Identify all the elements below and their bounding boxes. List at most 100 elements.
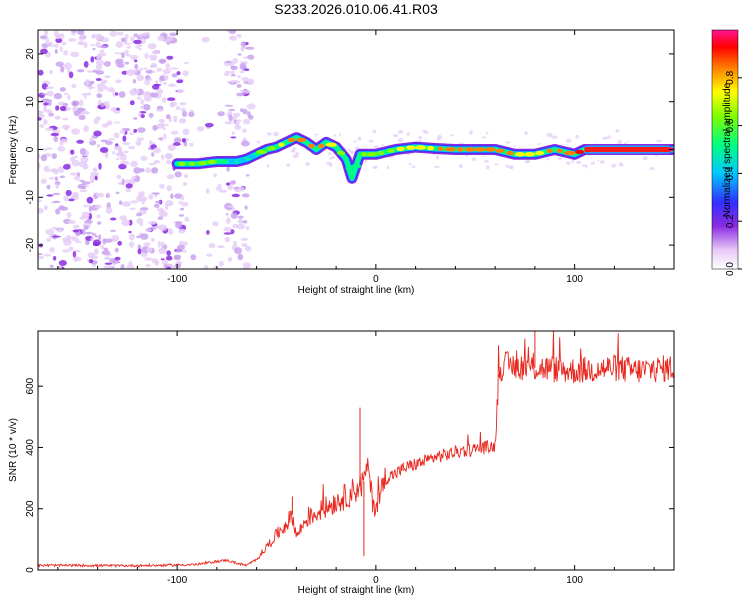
noise-speckle xyxy=(144,257,153,261)
noise-speckle xyxy=(114,121,121,124)
noise-speckle xyxy=(59,46,63,53)
noise-speckle xyxy=(157,241,161,248)
noise-speckle xyxy=(45,109,53,114)
noise-speckle xyxy=(237,215,244,219)
noise-speckle xyxy=(78,37,86,41)
noise-speckle xyxy=(55,105,60,111)
noise-speckle xyxy=(157,137,163,140)
noise-speckle xyxy=(354,140,357,144)
noise-speckle xyxy=(170,193,174,199)
noise-speckle xyxy=(140,155,148,161)
noise-speckle xyxy=(411,165,416,169)
snr-plot-area xyxy=(38,331,674,569)
ridge-hotspot xyxy=(444,147,456,152)
noise-speckle xyxy=(347,148,352,152)
noise-speckle xyxy=(196,126,205,132)
noise-speckle xyxy=(48,100,52,106)
noise-speckle xyxy=(576,160,582,165)
noise-speckle xyxy=(109,229,117,232)
noise-speckle xyxy=(57,166,65,174)
noise-speckle xyxy=(228,62,235,66)
noise-speckle xyxy=(104,104,108,107)
noise-speckle xyxy=(38,253,44,256)
noise-speckle xyxy=(143,242,151,247)
noise-speckle xyxy=(242,220,248,224)
noise-speckle xyxy=(47,90,54,97)
noise-speckle xyxy=(237,53,242,56)
noise-speckle xyxy=(159,59,165,64)
noise-speckle xyxy=(482,136,487,139)
x-tick-label: 100 xyxy=(566,575,583,586)
noise-speckle xyxy=(104,75,111,79)
noise-speckle xyxy=(217,111,225,117)
figure-title: S233.2026.010.06.41.R03 xyxy=(274,1,438,17)
noise-speckle xyxy=(77,107,86,112)
noise-speckle xyxy=(99,49,105,53)
noise-speckle xyxy=(231,193,240,198)
noise-speckle xyxy=(87,252,96,258)
noise-speckle xyxy=(170,67,178,70)
noise-speckle xyxy=(129,88,137,96)
noise-speckle xyxy=(354,146,360,150)
noise-speckle xyxy=(101,250,111,255)
noise-speckle xyxy=(471,157,477,162)
noise-speckle xyxy=(233,240,237,246)
noise-speckle xyxy=(223,232,232,235)
noise-speckle xyxy=(178,201,183,205)
noise-speckle xyxy=(57,228,64,233)
noise-speckle xyxy=(116,174,122,180)
noise-speckle xyxy=(245,174,250,177)
noise-speckle xyxy=(129,100,135,106)
noise-speckle xyxy=(111,235,120,242)
x-tick-label: 0 xyxy=(373,274,379,285)
colorbar-gradient xyxy=(711,29,739,270)
noise-speckle xyxy=(76,139,84,144)
noise-speckle xyxy=(231,79,235,84)
noise-speckle xyxy=(45,127,54,131)
noise-speckle xyxy=(115,152,125,157)
ridge-hotspot xyxy=(546,148,553,153)
noise-speckle xyxy=(148,112,154,118)
noise-speckle xyxy=(38,69,44,76)
ridge-hotspot xyxy=(337,150,346,156)
noise-speckle xyxy=(245,226,250,231)
noise-speckle xyxy=(616,139,623,142)
ridge-hotspot xyxy=(178,161,187,166)
noise-speckle xyxy=(157,35,165,41)
noise-speckle xyxy=(165,160,172,165)
noise-speckle xyxy=(147,43,157,50)
noise-speckle xyxy=(100,102,105,108)
noise-speckle xyxy=(105,207,113,214)
noise-speckle xyxy=(76,30,85,35)
noise-speckle xyxy=(49,69,53,75)
noise-speckle xyxy=(333,133,337,137)
ridge-hotspot xyxy=(427,146,434,151)
ridge-hotspot xyxy=(206,159,217,165)
noise-speckle xyxy=(92,168,98,172)
noise-speckle xyxy=(482,155,485,158)
noise-speckle xyxy=(80,111,90,115)
noise-speckle xyxy=(136,218,144,225)
noise-speckle xyxy=(611,163,617,168)
noise-speckle xyxy=(85,79,90,86)
noise-speckle xyxy=(138,112,142,117)
noise-speckle xyxy=(292,154,299,158)
noise-speckle xyxy=(160,154,165,160)
noise-speckle xyxy=(184,216,190,222)
noise-speckle xyxy=(63,92,69,96)
noise-speckle xyxy=(83,41,88,49)
noise-speckle xyxy=(176,89,185,93)
noise-speckle xyxy=(138,191,143,199)
noise-speckle xyxy=(151,62,157,68)
noise-speckle xyxy=(236,84,242,88)
noise-speckle xyxy=(95,70,105,75)
noise-speckle xyxy=(85,92,92,96)
x-tick-label: -100 xyxy=(167,575,187,586)
noise-speckle xyxy=(137,244,142,250)
noise-speckle xyxy=(145,263,151,268)
noise-speckle xyxy=(130,160,138,168)
noise-speckle xyxy=(203,264,209,269)
noise-speckle xyxy=(72,191,79,199)
noise-speckle xyxy=(96,214,101,219)
noise-speckle xyxy=(96,83,106,90)
